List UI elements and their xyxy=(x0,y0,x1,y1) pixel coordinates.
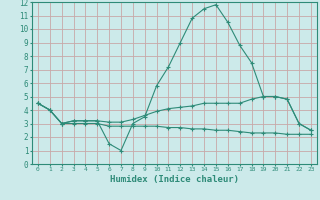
X-axis label: Humidex (Indice chaleur): Humidex (Indice chaleur) xyxy=(110,175,239,184)
